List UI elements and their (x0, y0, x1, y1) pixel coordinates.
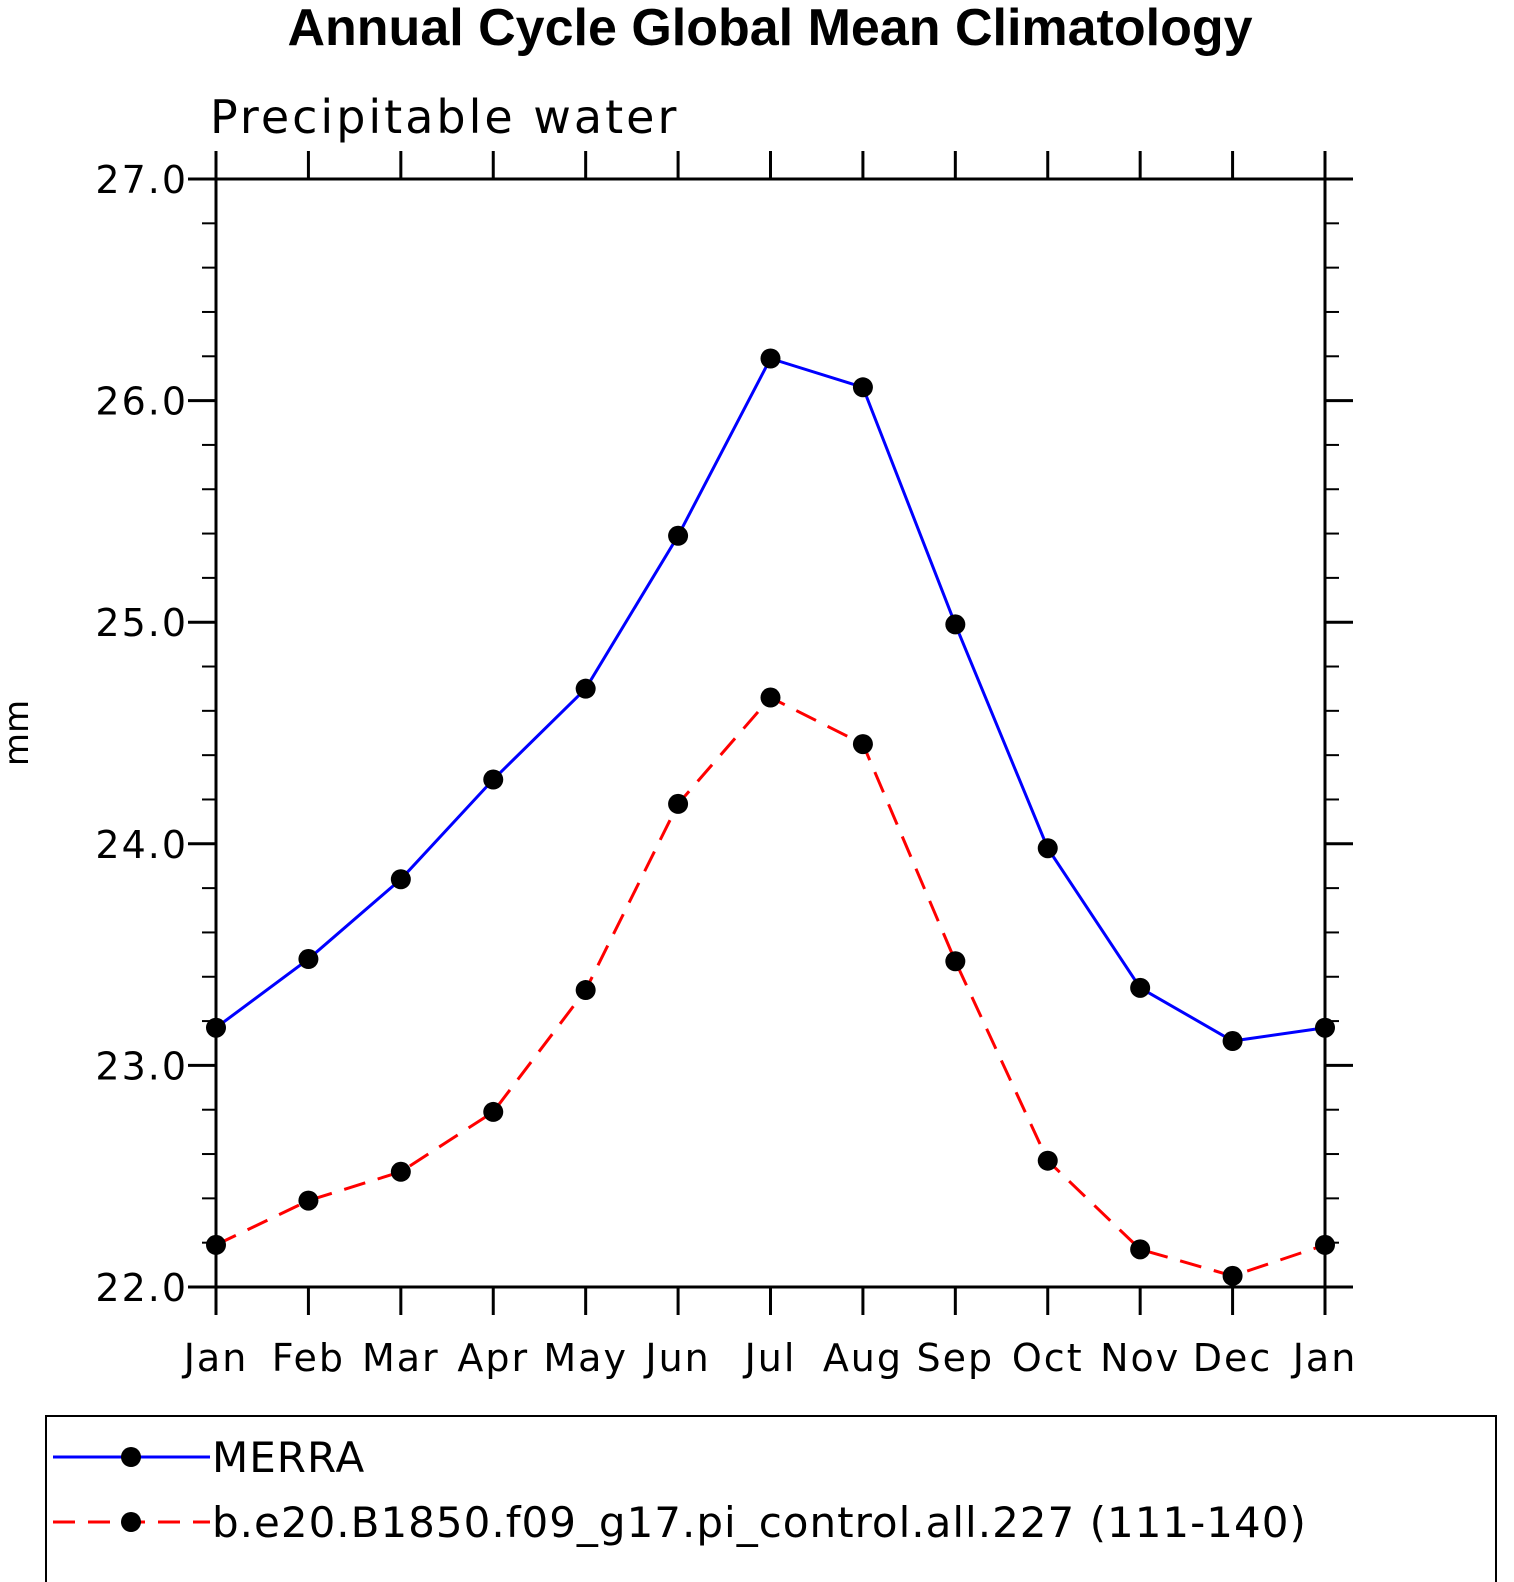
data-point (760, 348, 781, 369)
data-point (945, 951, 966, 972)
x-tick-label: Oct (1012, 1336, 1084, 1380)
y-tick-label: 27.0 (95, 158, 188, 202)
legend-label-2: b.e20.B1850.f09_g17.pi_control.all.227 (… (212, 1498, 1307, 1547)
legend-marker-2 (121, 1512, 141, 1532)
data-point (1315, 1017, 1335, 1038)
series-line-2 (215, 695, 1326, 1278)
data-point (1130, 1239, 1151, 1260)
y-tick-label: 23.0 (95, 1044, 188, 1088)
data-point (668, 525, 689, 546)
y-axis-label: mm (0, 700, 37, 766)
y-tick-label: 25.0 (95, 601, 188, 645)
data-point (1037, 1150, 1058, 1171)
data-point (668, 793, 689, 814)
series-layer (206, 348, 1335, 1286)
x-tick-label: Nov (1100, 1336, 1180, 1380)
x-tick-label: Dec (1193, 1336, 1273, 1380)
x-tick-label: Mar (362, 1336, 440, 1380)
x-tick-label: Jan (182, 1336, 249, 1380)
y-tick-label: 26.0 (95, 380, 188, 424)
plot-frame (214, 177, 1327, 1289)
data-point (575, 980, 596, 1001)
y-minor-ticks (202, 222, 1339, 1244)
y-ticks: 22.0 23.0 24.0 25.0 26.0 27.0 (95, 158, 1353, 1310)
data-point (298, 1190, 319, 1211)
data-point (390, 869, 411, 890)
x-tick-label: Feb (272, 1336, 345, 1380)
data-point (1315, 1234, 1335, 1255)
data-point (1130, 977, 1151, 998)
legend-marker-1 (121, 1447, 141, 1467)
data-point (206, 1234, 226, 1255)
legend-box (45, 1415, 1497, 1582)
data-point (390, 1161, 411, 1182)
data-point (575, 678, 596, 699)
x-tick-label: Jun (643, 1336, 710, 1380)
chart-title: Annual Cycle Global Mean Climatology (287, 0, 1252, 57)
data-point (852, 377, 873, 398)
data-point (298, 949, 319, 970)
x-tick-label: Aug (823, 1336, 903, 1380)
data-point (206, 1017, 226, 1038)
legend: MERRA b.e20.B1850.f09_g17.pi_control.all.… (53, 1433, 1307, 1547)
data-point (852, 734, 873, 755)
legend-label-1: MERRA (212, 1433, 365, 1482)
data-point (1222, 1265, 1243, 1286)
data-point (760, 687, 781, 708)
data-point (1037, 838, 1058, 859)
x-tick-label: Apr (457, 1336, 529, 1380)
data-point (483, 1101, 504, 1122)
chart-subtitle: Precipitable water (210, 90, 679, 144)
x-tick-label: May (543, 1336, 628, 1380)
data-point (483, 769, 504, 790)
x-tick-label: Jul (743, 1336, 797, 1380)
y-tick-label: 24.0 (95, 823, 188, 867)
y-tick-label: 22.0 (95, 1266, 188, 1310)
data-point (945, 614, 966, 635)
x-tick-label: Jan (1291, 1336, 1358, 1380)
x-ticks: Jan Feb Mar Apr May Jun Jul Aug Sep Oct Nov Dec Jan (182, 151, 1358, 1380)
x-tick-label: Sep (917, 1336, 995, 1380)
data-point (1222, 1031, 1243, 1052)
